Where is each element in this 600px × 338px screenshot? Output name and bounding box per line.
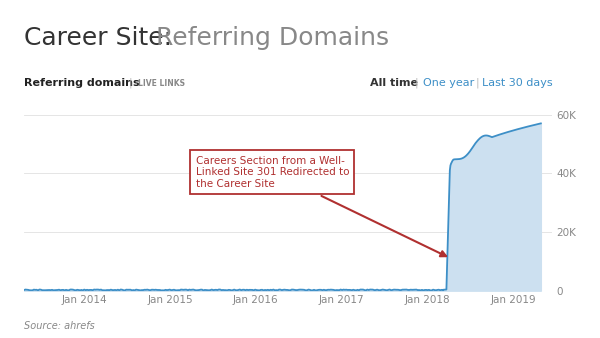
Text: Referring domains: Referring domains — [24, 78, 140, 88]
Text: |: | — [128, 78, 132, 88]
Text: All time: All time — [370, 78, 418, 88]
Text: |: | — [475, 78, 479, 88]
Text: Career Site:: Career Site: — [24, 26, 172, 50]
Text: LIVE LINKS: LIVE LINKS — [137, 78, 185, 88]
Text: Careers Section from a Well-
Linked Site 301 Redirected to
the Career Site: Careers Section from a Well- Linked Site… — [196, 156, 446, 256]
Text: Last 30 days: Last 30 days — [482, 78, 553, 88]
Text: Referring Domains: Referring Domains — [148, 26, 389, 50]
Text: |: | — [415, 78, 418, 88]
Text: Source: ahrefs: Source: ahrefs — [24, 321, 95, 331]
Text: One year: One year — [422, 78, 474, 88]
